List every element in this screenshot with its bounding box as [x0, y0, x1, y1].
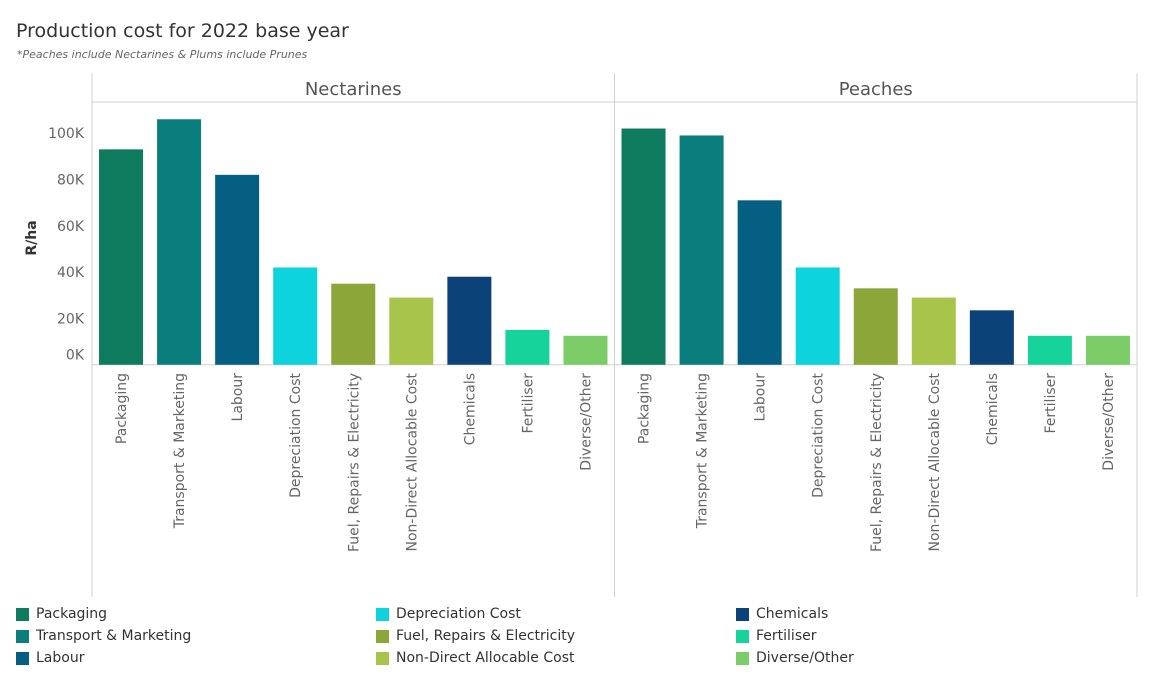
- legend-label: Transport & Marketing: [36, 628, 192, 644]
- x-tick-label: Non-Direct Allocable Cost: [927, 372, 943, 551]
- x-tick-label: Labour: [753, 373, 769, 422]
- legend-label: Labour: [36, 650, 85, 666]
- legend-item[interactable]: Fertiliser: [736, 628, 816, 644]
- bar-peaches-2: [737, 200, 782, 365]
- x-tick-label: Depreciation Cost: [811, 372, 827, 497]
- legend-item[interactable]: Packaging: [16, 606, 107, 622]
- legend-swatch: [376, 607, 389, 621]
- y-tick-label: 100K: [48, 126, 85, 142]
- bar-nectarines-0: [99, 149, 144, 365]
- legend-swatch: [16, 629, 29, 643]
- bar-peaches-5: [911, 297, 956, 365]
- x-tick-label: Non-Direct Allocable Cost: [404, 372, 420, 551]
- legend-label: Non-Direct Allocable Cost: [396, 650, 575, 666]
- bar-peaches-1: [679, 135, 724, 365]
- legend-swatch: [736, 651, 749, 665]
- x-tick-label: Fertiliser: [520, 373, 536, 434]
- legend-swatch: [376, 651, 389, 665]
- bar-nectarines-4: [331, 283, 376, 365]
- legend-label: Packaging: [36, 606, 108, 622]
- x-tick-label: Packaging: [114, 373, 130, 444]
- x-tick-label: Fuel, Repairs & Electricity: [346, 373, 362, 552]
- bar-nectarines-1: [157, 119, 202, 365]
- legend-swatch: [736, 629, 749, 643]
- x-tick-label: Depreciation Cost: [288, 372, 304, 497]
- x-tick-label: Transport & Marketing: [695, 373, 711, 529]
- legend-item[interactable]: Fuel, Repairs & Electricity: [376, 628, 575, 644]
- x-tick-label: Labour: [230, 373, 246, 422]
- bar-nectarines-2: [215, 174, 260, 365]
- bar-nectarines-3: [273, 267, 318, 365]
- legend-item[interactable]: Labour: [16, 650, 84, 666]
- x-tick-label: Chemicals: [985, 373, 1001, 445]
- x-tick-label: Diverse/Other: [1101, 373, 1117, 471]
- y-tick-label: 80K: [57, 172, 85, 188]
- chart-subtitle: *Peaches include Nectarines & Plums incl…: [17, 48, 308, 61]
- y-tick-label: 0K: [66, 348, 85, 364]
- x-tick-label: Transport & Marketing: [172, 373, 188, 529]
- bar-nectarines-6: [447, 276, 492, 365]
- legend-swatch: [16, 651, 29, 665]
- x-tick-label: Fertiliser: [1043, 373, 1059, 434]
- bar-peaches-6: [969, 310, 1014, 365]
- legend-label: Fertiliser: [756, 628, 817, 644]
- bar-peaches-8: [1085, 335, 1130, 365]
- bar-nectarines-7: [505, 330, 550, 365]
- x-tick-label: Chemicals: [462, 373, 478, 445]
- bar-peaches-7: [1027, 335, 1072, 365]
- x-tick-label: Fuel, Repairs & Electricity: [869, 373, 885, 552]
- bar-chart: 0K 20K 40K 60K 80K 100K R/ha Nectarines Packagin…: [24, 73, 1138, 597]
- x-tick-label: Diverse/Other: [578, 373, 594, 471]
- bar-peaches-4: [853, 288, 898, 365]
- panel-title: Nectarines: [305, 79, 402, 100]
- legend-label: Fuel, Repairs & Electricity: [396, 628, 576, 644]
- legend-swatch: [376, 629, 389, 643]
- legend-label: Depreciation Cost: [396, 606, 521, 622]
- legend-item[interactable]: Depreciation Cost: [376, 606, 521, 622]
- legend-label: Chemicals: [756, 606, 829, 622]
- legend-item[interactable]: Diverse/Other: [736, 650, 854, 666]
- y-tick-label: 40K: [57, 265, 85, 281]
- y-axis-label: R/ha: [24, 220, 40, 255]
- legend-item[interactable]: Non-Direct Allocable Cost: [376, 650, 575, 666]
- legend-swatch: [736, 607, 749, 621]
- legend-label: Diverse/Other: [756, 650, 854, 666]
- bar-peaches-0: [621, 128, 666, 365]
- chart-title: Production cost for 2022 base year: [16, 20, 349, 42]
- legend-swatch: [16, 607, 29, 621]
- legend-item[interactable]: Chemicals: [736, 606, 828, 622]
- x-tick-label: Packaging: [637, 373, 653, 444]
- bar-peaches-3: [795, 267, 840, 365]
- legend-item[interactable]: Transport & Marketing: [16, 628, 191, 644]
- y-tick-label: 60K: [57, 219, 85, 235]
- panel-title: Peaches: [839, 79, 913, 100]
- bar-nectarines-8: [563, 335, 608, 365]
- bar-nectarines-5: [389, 297, 434, 365]
- y-tick-label: 20K: [57, 311, 85, 327]
